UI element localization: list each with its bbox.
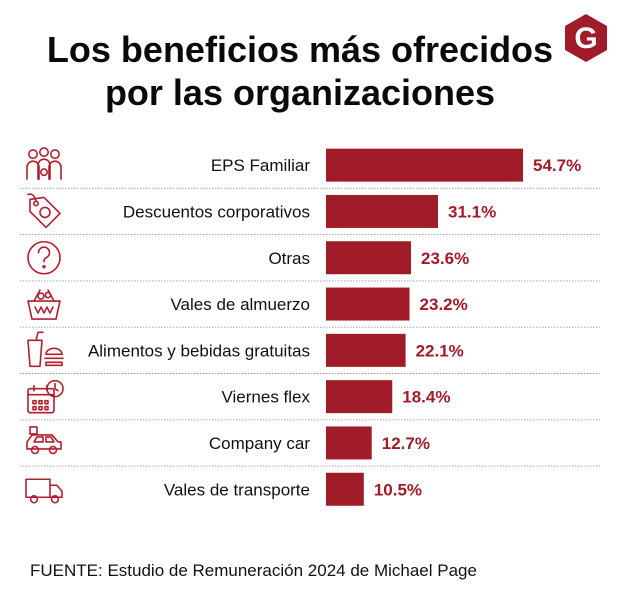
bar — [326, 426, 372, 460]
category-label: Vales de almuerzo — [170, 295, 310, 314]
logo-hexagon — [565, 14, 607, 62]
car-icon — [26, 426, 62, 455]
source-note: FUENTE: Estudio de Remuneración 2024 de … — [30, 561, 477, 580]
discount-tag-icon — [27, 193, 61, 229]
title-line-2: por las organizaciones — [104, 72, 496, 113]
category-label: Otras — [268, 249, 310, 268]
value-label: 12.7% — [382, 434, 430, 453]
bar — [326, 148, 523, 182]
category-label: Viernes flex — [221, 388, 310, 407]
bar — [326, 380, 393, 414]
category-label: Descuentos corporativos — [123, 202, 310, 221]
value-label: 22.1% — [416, 341, 464, 360]
calendar-clock-icon — [27, 379, 64, 414]
value-label: 23.6% — [421, 249, 469, 268]
bar — [326, 241, 411, 275]
lunch-basket-icon — [27, 289, 61, 320]
category-label: Alimentos y bebidas gratuitas — [88, 341, 310, 360]
bar — [326, 472, 364, 506]
question-circle-icon — [27, 240, 61, 275]
value-label: 18.4% — [402, 388, 450, 407]
bar — [326, 194, 439, 228]
value-label: 10.5% — [374, 480, 422, 499]
category-label: EPS Familiar — [211, 156, 311, 175]
bar — [326, 287, 410, 321]
value-label: 54.7% — [533, 156, 581, 175]
transport-truck-icon — [25, 478, 63, 504]
brand-logo: G — [565, 14, 607, 62]
value-label: 31.1% — [448, 202, 496, 221]
category-label: Company car — [209, 434, 310, 453]
food-drink-icon — [27, 331, 64, 368]
family-group-icon — [26, 147, 62, 180]
bar — [326, 333, 406, 367]
value-label: 23.2% — [420, 295, 468, 314]
chart-title: Los beneficios más ofrecidos por las org… — [40, 28, 560, 114]
logo-letter: G — [574, 22, 597, 55]
title-line-1: Los beneficios más ofrecidos — [46, 29, 554, 70]
category-label: Vales de transporte — [164, 480, 310, 499]
